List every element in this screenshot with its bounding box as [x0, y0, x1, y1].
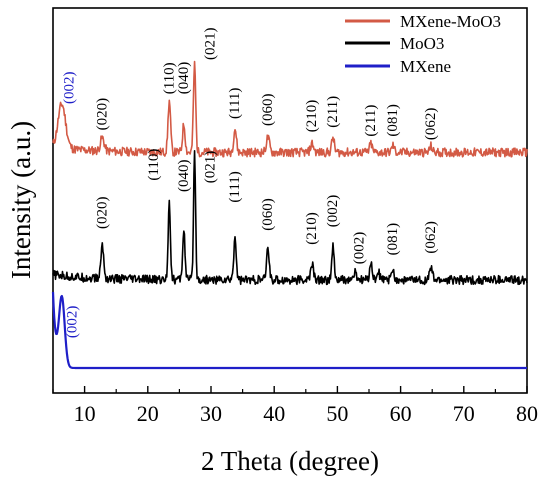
x-tick-label: 30	[200, 401, 222, 426]
x-axis: 10 20 30 40 50 60 70 80	[52, 386, 538, 426]
peak-label: (040)	[176, 62, 192, 95]
y-axis-label: Intensity (a.u.)	[6, 121, 36, 279]
series-line-mxene	[51, 291, 528, 370]
peak-label: (062)	[423, 108, 439, 141]
peak-label: (002)	[61, 72, 77, 105]
x-tick-label: 10	[74, 401, 96, 426]
peak-label: (111)	[227, 171, 243, 202]
x-tick-label: 60	[390, 401, 412, 426]
peak-labels: (002)(020)(110)(040)(021)(111) (060) (210)…	[61, 28, 439, 339]
peak-label: (210)	[304, 100, 320, 133]
peak-label: (111)	[227, 88, 243, 119]
x-tick-label: 80	[516, 401, 538, 426]
peak-label: (021)	[202, 28, 218, 61]
peak-label: (081)	[385, 223, 401, 256]
legend: MXene-MoO3 MoO3 MXene	[345, 12, 501, 76]
peak-label: (002)	[65, 306, 81, 339]
peak-label: (021)	[202, 151, 218, 184]
peak-label: (081)	[385, 104, 401, 137]
peak-label: (110)	[146, 149, 162, 181]
series-line-mxene-moo3	[52, 60, 528, 158]
peak-label: (040)	[176, 160, 192, 193]
peak-label: (002)	[352, 232, 368, 265]
series-line-moo3	[52, 149, 528, 286]
legend-label-moo3: MoO3	[400, 34, 444, 53]
series-layer	[51, 60, 528, 370]
x-axis-label: 2 Theta (degree)	[201, 446, 379, 476]
peak-label: (060)	[260, 94, 276, 127]
peak-label: (020)	[94, 197, 110, 230]
x-tick-label: 50	[326, 401, 348, 426]
peak-label: (060)	[260, 198, 276, 231]
legend-label-mxene: MXene	[400, 57, 451, 76]
legend-label-mxene-moo3: MXene-MoO3	[400, 12, 501, 31]
peak-label: (211)	[363, 105, 379, 137]
x-tick-label: 70	[453, 401, 475, 426]
x-tick-label: 40	[263, 401, 285, 426]
peak-label: (002)	[325, 195, 341, 228]
peak-label: (062)	[423, 221, 439, 254]
x-tick-label: 20	[137, 401, 159, 426]
peak-label: (020)	[94, 98, 110, 131]
peak-label: (211)	[325, 96, 341, 128]
peak-label: (210)	[304, 212, 320, 245]
plot-frame	[52, 7, 528, 394]
peak-label: (110)	[161, 62, 177, 94]
